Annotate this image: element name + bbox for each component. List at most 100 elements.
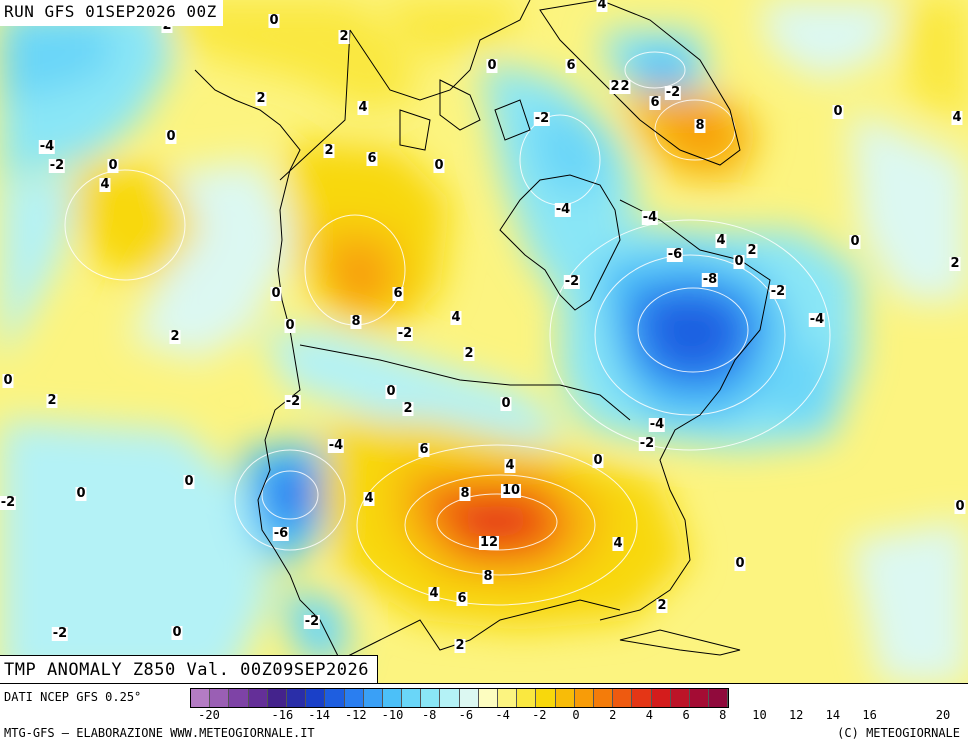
- color-swatch: [459, 689, 479, 707]
- credit-left: MTG-GFS — ELABORAZIONE WWW.METEOGIORNALE…: [4, 726, 315, 740]
- contour-label: -2: [563, 274, 581, 289]
- contour-label: 0: [486, 58, 498, 73]
- color-scale-tick: 6: [682, 708, 690, 722]
- contour-label: 8: [350, 314, 362, 329]
- contour-label: 0: [733, 254, 745, 269]
- contour-label: 2: [338, 29, 350, 44]
- run-title: RUN GFS 01SEP2026 00Z: [0, 0, 223, 26]
- contour-label: -2: [396, 326, 414, 341]
- contour-label: 8: [459, 486, 471, 501]
- color-swatch: [286, 689, 307, 707]
- color-swatch: [440, 689, 460, 707]
- color-scale-tick: 2: [609, 708, 617, 722]
- color-scale: [190, 688, 730, 708]
- color-scale-tick: 10: [752, 708, 767, 722]
- color-swatch: [344, 689, 364, 707]
- color-swatch: [651, 689, 671, 707]
- contour-label: 0: [270, 286, 282, 301]
- contour-label: -2: [638, 436, 656, 451]
- contour-label: -2: [533, 111, 551, 126]
- color-swatch: [421, 689, 441, 707]
- color-swatch: [670, 689, 690, 707]
- contour-label: 0: [165, 129, 177, 144]
- color-swatch: [229, 689, 249, 707]
- contour-label: 2: [619, 79, 631, 94]
- contour-label: 2: [609, 79, 621, 94]
- color-scale-tick: -12: [344, 708, 367, 722]
- contour-label: 0: [183, 474, 195, 489]
- contour-label: -2: [48, 158, 66, 173]
- contour-label: -2: [0, 495, 17, 510]
- color-swatch: [267, 689, 287, 707]
- color-swatch: [517, 689, 537, 707]
- footer: DATI NCEP GFS 0.25° -20 -16 -14 -12 -10 -8 -6-…: [0, 683, 968, 746]
- contour-label: 2: [169, 329, 181, 344]
- contour-label: 2: [949, 256, 961, 271]
- contour-label: 0: [75, 486, 87, 501]
- contour-label: 0: [433, 158, 445, 173]
- color-swatch: [574, 689, 594, 707]
- color-swatch: [555, 689, 575, 707]
- color-swatch: [382, 689, 403, 707]
- contour-label: 2: [46, 393, 58, 408]
- color-swatch: [478, 689, 498, 707]
- color-swatch: [191, 689, 211, 707]
- color-scale-tick: -10: [381, 708, 404, 722]
- color-swatch: [536, 689, 556, 707]
- contour-label: 0: [832, 104, 844, 119]
- contour-label: 4: [504, 458, 516, 473]
- contour-label: 4: [715, 233, 727, 248]
- contour-label: -6: [666, 247, 684, 262]
- color-swatch: [248, 689, 268, 707]
- contour-label: 0: [592, 453, 604, 468]
- contour-label: -4: [641, 210, 659, 225]
- contour-label: 0: [268, 13, 280, 28]
- contour-label: -2: [51, 626, 69, 641]
- color-scale-tick: 16: [862, 708, 877, 722]
- contour-label: 2: [656, 598, 668, 613]
- map-title: TMP ANOMALY Z850 Val. 00Z09SEP2026: [0, 655, 378, 684]
- color-scale-tick: 12: [788, 708, 804, 722]
- contour-label: -2: [769, 284, 787, 299]
- color-swatch: [363, 689, 383, 707]
- contour-label: -4: [648, 417, 666, 432]
- contour-label: 0: [500, 396, 512, 411]
- contour-label: -4: [38, 139, 56, 154]
- color-swatch: [593, 689, 614, 707]
- color-scale-tick: 14: [825, 708, 841, 722]
- contour-label: 2: [454, 638, 466, 653]
- contour-label: -2: [303, 614, 321, 629]
- contour-label: 2: [746, 243, 758, 258]
- contour-label: -2: [284, 394, 302, 409]
- color-scale-tick: 20: [935, 708, 951, 722]
- contour-label: -8: [701, 272, 719, 287]
- contour-label: -6: [272, 526, 290, 541]
- color-scale-tick: 8: [719, 708, 727, 722]
- color-scale-tick: -6: [458, 708, 474, 722]
- contour-label: -2: [664, 85, 682, 100]
- contour-label: 2: [402, 401, 414, 416]
- contour-label: 0: [954, 499, 966, 514]
- color-swatch: [402, 689, 422, 707]
- contour-label: 6: [456, 591, 468, 606]
- contour-label: 2: [255, 91, 267, 106]
- color-swatch: [613, 689, 633, 707]
- data-source-label: DATI NCEP GFS 0.25°: [4, 690, 142, 704]
- temperature-anomaly-map: [0, 0, 968, 683]
- contour-label: 0: [849, 234, 861, 249]
- color-swatch: [498, 689, 518, 707]
- color-swatch: [210, 689, 230, 707]
- contour-label: 4: [612, 536, 624, 551]
- color-scale-tick: -16: [271, 708, 294, 722]
- contour-label: -4: [554, 202, 572, 217]
- color-scale-tick: -14: [308, 708, 330, 722]
- color-scale-tick: -2: [532, 708, 547, 722]
- contour-label: 6: [418, 442, 430, 457]
- credit-right: (C) METEOGIORNALE: [837, 726, 960, 740]
- contour-label: 4: [363, 491, 375, 506]
- contour-label: -4: [808, 312, 826, 327]
- contour-label: 8: [694, 118, 706, 133]
- contour-label: 6: [565, 58, 577, 73]
- contour-label: 8: [482, 569, 494, 584]
- color-scale-tick: 4: [645, 708, 654, 722]
